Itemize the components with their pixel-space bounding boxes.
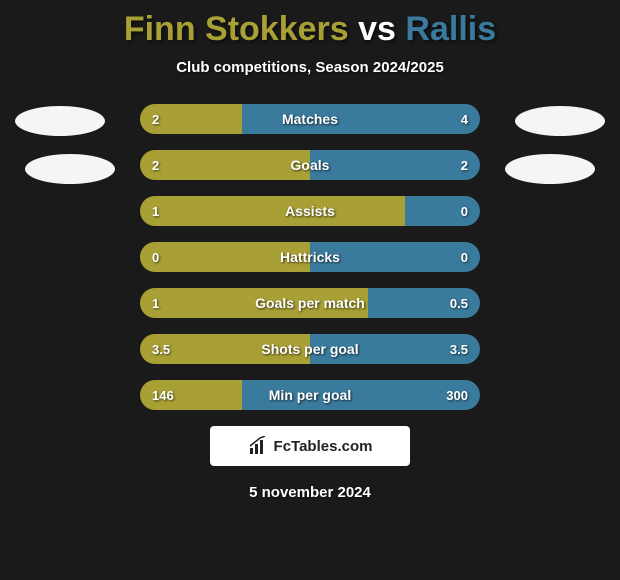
bar-left-value: 2 (152, 158, 159, 173)
brand-text: FcTables.com (274, 438, 373, 455)
comparison-chart: 24Matches22Goals10Assists00Hattricks10.5… (0, 104, 620, 410)
bar-row: 10Assists (140, 196, 480, 226)
bar-right: 300 (242, 380, 480, 410)
bar-right-value: 0 (461, 250, 468, 265)
bar-left: 146 (140, 380, 242, 410)
bar-row: 146300Min per goal (140, 380, 480, 410)
bar-left-value: 2 (152, 112, 159, 127)
bar-right-value: 300 (446, 388, 468, 403)
bar-left-value: 0 (152, 250, 159, 265)
bar-left-value: 3.5 (152, 342, 170, 357)
avatar (505, 154, 595, 184)
bar-right-value: 0.5 (450, 296, 468, 311)
bar-right-value: 0 (461, 204, 468, 219)
player2-name: Rallis (405, 10, 496, 48)
chart-icon (248, 436, 268, 456)
bar-right-value: 2 (461, 158, 468, 173)
bar-left: 2 (140, 104, 242, 134)
bar-container: 24Matches22Goals10Assists00Hattricks10.5… (140, 104, 480, 410)
bar-left: 3.5 (140, 334, 310, 364)
bar-row: 3.53.5Shots per goal (140, 334, 480, 364)
brand-badge: FcTables.com (210, 426, 410, 466)
bar-right: 0.5 (368, 288, 480, 318)
bar-row: 22Goals (140, 150, 480, 180)
bar-right: 0 (405, 196, 480, 226)
bar-row: 24Matches (140, 104, 480, 134)
bar-row: 00Hattricks (140, 242, 480, 272)
bar-right: 0 (310, 242, 480, 272)
bar-left: 1 (140, 196, 405, 226)
bar-left-value: 1 (152, 296, 159, 311)
subtitle: Club competitions, Season 2024/2025 (0, 59, 620, 76)
avatar (515, 106, 605, 136)
bar-left: 0 (140, 242, 310, 272)
bar-left: 1 (140, 288, 368, 318)
bar-left: 2 (140, 150, 310, 180)
bar-row: 10.5Goals per match (140, 288, 480, 318)
avatar (25, 154, 115, 184)
vs-text: vs (358, 10, 396, 48)
bar-left-value: 146 (152, 388, 174, 403)
bar-right-value: 3.5 (450, 342, 468, 357)
date-text: 5 november 2024 (0, 484, 620, 501)
bar-right: 2 (310, 150, 480, 180)
bar-right: 3.5 (310, 334, 480, 364)
player1-name: Finn Stokkers (124, 10, 349, 48)
bar-right: 4 (242, 104, 480, 134)
bar-left-value: 1 (152, 204, 159, 219)
bar-right-value: 4 (461, 112, 468, 127)
page-title: Finn Stokkers vs Rallis (0, 0, 620, 49)
avatar (15, 106, 105, 136)
